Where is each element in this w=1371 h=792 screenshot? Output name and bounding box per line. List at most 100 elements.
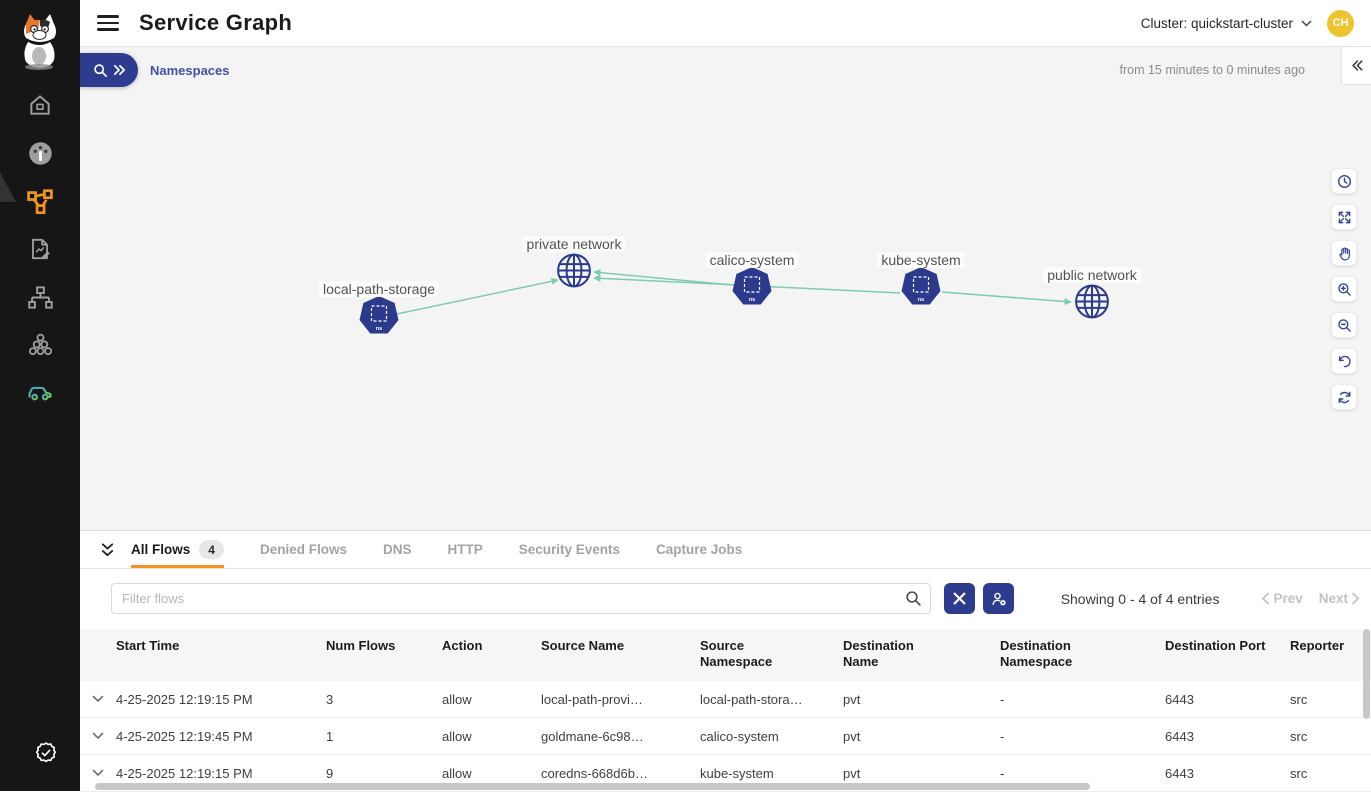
car-icon — [28, 386, 52, 401]
right-panel-expander[interactable] — [1341, 47, 1371, 85]
time-settings-button[interactable] — [1331, 168, 1357, 194]
row-expand-button[interactable] — [80, 769, 116, 777]
row-expand-button[interactable] — [80, 695, 116, 703]
sidebar-item-home[interactable] — [26, 91, 54, 119]
col-start-time[interactable]: Start Time — [116, 638, 180, 653]
tab-label: Security Events — [518, 542, 621, 557]
breadcrumb[interactable]: Namespaces — [150, 63, 230, 78]
graph-node-calico-system[interactable]: ns — [732, 267, 772, 312]
svg-text:ns: ns — [749, 297, 755, 303]
tab-denied-flows[interactable]: Denied Flows — [260, 531, 347, 568]
edge-calico-system-private-network — [593, 269, 733, 286]
col-num-flows[interactable]: Num Flows — [326, 638, 396, 653]
tab-security-events[interactable]: Security Events — [519, 531, 620, 568]
node-label: public network — [1043, 267, 1141, 283]
prev-page-button[interactable]: Prev — [1261, 591, 1303, 606]
tab-label: HTTP — [447, 542, 483, 557]
close-icon — [953, 592, 966, 605]
flows-tab-bar: All Flows 4 Denied Flows DNS HTTP Securi… — [80, 531, 1371, 569]
node-label: kube-system — [877, 252, 965, 268]
graph-node-public-network[interactable] — [1074, 284, 1110, 325]
namespace-heptagon-icon: ns — [732, 267, 772, 305]
graph-node-private-network[interactable] — [556, 253, 592, 294]
service-graph-canvas[interactable]: local-path-storage private network calic… — [80, 47, 1371, 530]
pan-button[interactable] — [1331, 240, 1357, 266]
sidebar-item-verified[interactable] — [33, 740, 59, 766]
cell-source-name: goldmane-6c98… — [541, 728, 644, 744]
chevron-right-icon — [1352, 592, 1360, 605]
zoom-in-icon — [1337, 282, 1351, 296]
sidebar-item-dashboard[interactable] — [26, 139, 54, 167]
col-destination-name[interactable]: Destination Name — [843, 638, 914, 669]
undo-button[interactable] — [1331, 348, 1357, 374]
col-destination-port[interactable]: Destination Port — [1165, 638, 1266, 653]
next-label: Next — [1318, 591, 1348, 606]
tab-all-flows[interactable]: All Flows 4 — [131, 531, 224, 568]
fit-screen-button[interactable] — [1331, 204, 1357, 230]
col-reporter[interactable]: Reporter — [1290, 638, 1345, 653]
double-chevron-right-icon — [113, 64, 125, 76]
cell-destination-port: 6443 — [1165, 765, 1194, 781]
avatar[interactable]: CH — [1327, 9, 1354, 37]
main-area: Service Graph Cluster: quickstart-cluste… — [80, 0, 1371, 792]
vertical-scrollbar[interactable] — [1363, 629, 1370, 719]
sidebar-item-service-graph[interactable] — [26, 187, 54, 215]
sidebar-item-policies[interactable] — [26, 235, 54, 263]
graph-node-local-path-storage[interactable]: ns — [359, 296, 399, 341]
edge-kube-system-public-network — [941, 291, 1072, 305]
table-row[interactable]: 4-25-2025 12:19:15 PM 3 allow local-path… — [80, 681, 1371, 718]
col-source-name[interactable]: Source Name — [541, 638, 625, 653]
sidebar-item-clusters[interactable] — [26, 331, 54, 359]
namespace-heptagon-icon: ns — [359, 296, 399, 334]
graph-node-kube-system[interactable]: ns — [901, 267, 941, 312]
filter-flows-input[interactable] — [112, 591, 896, 606]
tab-http[interactable]: HTTP — [447, 531, 482, 568]
col-source-namespace[interactable]: Source Namespace — [700, 638, 773, 669]
cluster-switcher[interactable]: Cluster: quickstart-cluster — [1141, 16, 1312, 31]
double-chevron-down-icon — [101, 542, 113, 556]
panel-collapse-button[interactable] — [95, 538, 119, 562]
search-icon — [905, 591, 921, 606]
sidebar-item-image-assurance[interactable] — [26, 378, 54, 406]
clock-icon — [1337, 174, 1351, 188]
sidebar — [0, 0, 80, 791]
dashboard-icon — [28, 141, 52, 165]
table-row[interactable]: 4-25-2025 12:19:45 PM 1 allow goldmane-6… — [80, 718, 1371, 755]
tab-dns[interactable]: DNS — [383, 531, 412, 568]
cell-source-namespace: calico-system — [700, 728, 779, 744]
chevron-left-icon — [1262, 592, 1270, 605]
flows-table: Start Time Num Flows Action Source Name … — [80, 629, 1371, 792]
zoom-out-button[interactable] — [1331, 312, 1357, 338]
column-settings-button[interactable] — [983, 583, 1014, 614]
filter-row: Showing 0 - 4 of 4 entries Prev Next — [111, 583, 1360, 614]
calico-logo[interactable] — [16, 12, 64, 70]
refresh-icon — [1338, 391, 1350, 403]
undo-icon — [1338, 355, 1351, 367]
col-action[interactable]: Action — [442, 638, 483, 653]
tab-capture-jobs[interactable]: Capture Jobs — [656, 531, 742, 568]
graph-search-button[interactable] — [80, 53, 138, 87]
menu-toggle-button[interactable] — [97, 15, 119, 31]
cell-destination-name: pvt — [843, 691, 861, 707]
clear-filter-button[interactable] — [944, 583, 975, 614]
horizontal-scrollbar[interactable] — [95, 783, 1090, 790]
row-expand-button[interactable] — [80, 732, 116, 740]
zoom-in-button[interactable] — [1331, 276, 1357, 302]
next-page-button[interactable]: Next — [1319, 591, 1360, 606]
cell-destination-port: 6443 — [1165, 691, 1194, 707]
policies-icon — [32, 238, 50, 260]
filter-input-wrap — [111, 583, 931, 614]
tab-label: All Flows — [131, 542, 191, 557]
col-destination-namespace[interactable]: Destination Namespace — [1000, 638, 1073, 669]
filter-search-button[interactable] — [896, 584, 930, 613]
clusters-icon — [28, 333, 52, 355]
cell-start-time: 4-25-2025 12:19:45 PM — [116, 728, 253, 744]
cell-reporter: src — [1290, 728, 1308, 744]
chevron-down-icon — [92, 695, 104, 703]
refresh-button[interactable] — [1331, 384, 1357, 410]
globe-icon — [557, 253, 591, 288]
cell-num-flows: 9 — [326, 765, 334, 781]
user-gear-icon — [991, 592, 1006, 606]
sidebar-item-networksets[interactable] — [26, 283, 54, 311]
